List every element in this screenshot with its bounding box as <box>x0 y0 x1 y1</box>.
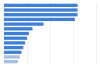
grid-line <box>73 3 74 64</box>
bars <box>4 4 78 64</box>
bar <box>4 41 25 44</box>
bar <box>4 51 21 54</box>
bar <box>4 60 18 63</box>
chart <box>0 0 100 71</box>
bar <box>4 22 44 25</box>
grid-line <box>50 3 51 64</box>
bar <box>4 37 27 40</box>
bar <box>4 27 33 30</box>
bar <box>4 13 78 16</box>
bar <box>4 18 75 21</box>
grid <box>5 3 97 64</box>
chart-container <box>0 0 100 71</box>
bar <box>4 8 78 11</box>
grid-line <box>96 3 97 64</box>
bar <box>4 4 78 7</box>
bar <box>4 55 20 58</box>
bar <box>4 46 23 49</box>
bar <box>4 32 29 35</box>
